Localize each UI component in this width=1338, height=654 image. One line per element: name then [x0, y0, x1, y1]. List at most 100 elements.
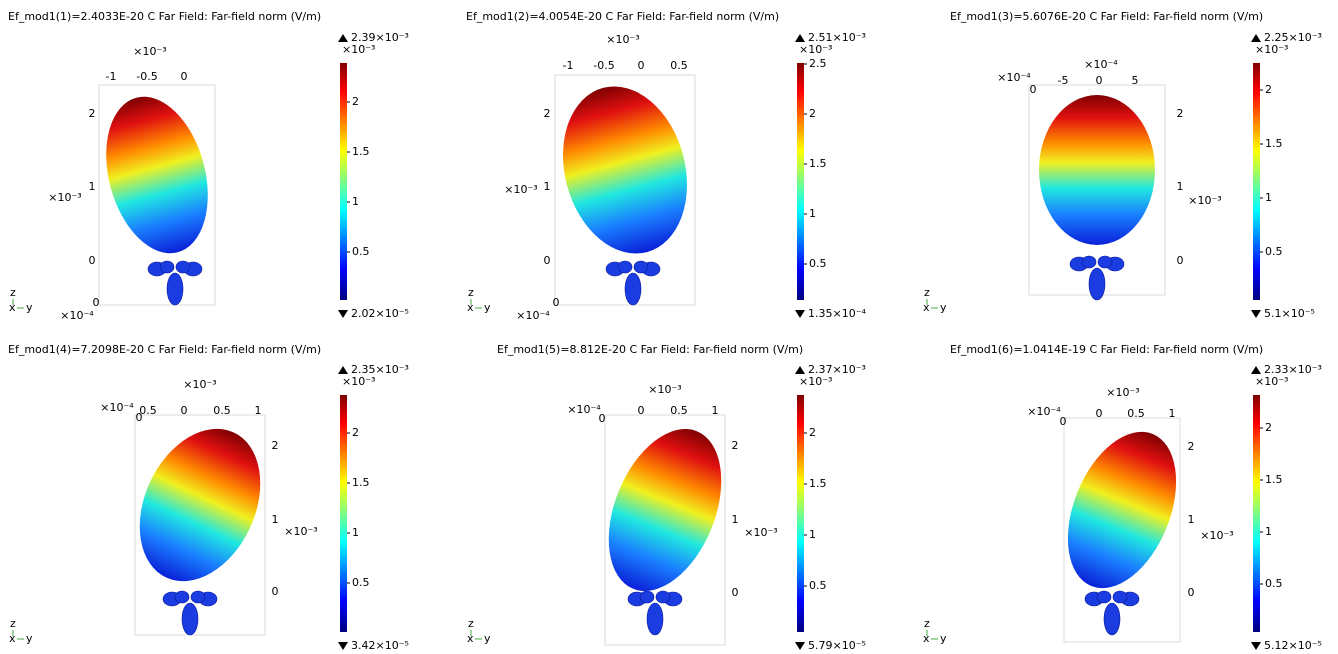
triad-x: x [9, 301, 16, 314]
far-field-surface [1039, 95, 1155, 245]
axis-label: 0 [181, 70, 188, 83]
max-marker [338, 366, 348, 374]
colorbar [1253, 395, 1260, 632]
axis-label: 0 [599, 412, 606, 425]
axis-label: 2 [89, 107, 96, 120]
axis-label: 0.5 [670, 59, 688, 72]
colorbar-max: 2.51×10⁻³ [808, 31, 866, 44]
axis-label: ×10⁻⁴ [1027, 405, 1061, 418]
axis-label: 1 [89, 180, 96, 193]
min-marker [1251, 642, 1261, 650]
colorbar [797, 395, 804, 632]
colorbar-exponent: ×10⁻³ [342, 43, 375, 56]
min-marker [795, 642, 805, 650]
axis-label: 0 [1060, 415, 1067, 428]
lobe [1097, 255, 1113, 269]
axis-label: -0.5 [593, 59, 614, 72]
axis-label: 0 [1030, 83, 1037, 96]
lobe [617, 260, 633, 274]
max-marker [795, 366, 805, 374]
triad-y: y [484, 301, 491, 314]
axis-label: ×10⁻⁴ [516, 309, 550, 322]
lobe [190, 590, 206, 604]
axis-label: 0 [1177, 254, 1184, 267]
colorbar-min: 5.1×10⁻⁵ [1264, 307, 1315, 320]
lobe [655, 590, 671, 604]
colorbar [1253, 63, 1260, 300]
lobe [181, 602, 199, 636]
axis-label: ×10⁻³ [648, 383, 681, 396]
colorbar-min: 2.02×10⁻⁵ [351, 307, 409, 320]
axis-label: 0.5 [213, 404, 231, 417]
colorbar-exponent: ×10⁻³ [342, 375, 375, 388]
colorbar-tick-label: 1 [352, 526, 359, 539]
colorbar-max: 2.39×10⁻³ [351, 31, 409, 44]
colorbar-exponent: ×10⁻³ [799, 43, 832, 56]
axis-label: 1 [255, 404, 262, 417]
axis-label: 0 [638, 404, 645, 417]
colorbar-max: 2.25×10⁻³ [1264, 31, 1322, 44]
axis-label: 1 [1169, 407, 1176, 420]
axis-label: 0.5 [1127, 407, 1145, 420]
far-field-surface [106, 96, 208, 254]
max-marker [1251, 366, 1261, 374]
colorbar-tick-label: 2 [352, 95, 359, 108]
axis-label: 2 [544, 107, 551, 120]
triad-x: x [467, 632, 474, 645]
axis-label: 0 [93, 296, 100, 309]
lobe [633, 260, 649, 274]
max-marker [1251, 34, 1261, 42]
lobes [1069, 255, 1125, 301]
far-field-surface [563, 86, 687, 254]
axis-label: 0 [272, 585, 279, 598]
axis-label: 1 [1177, 180, 1184, 193]
axis-label: ×10⁻³ [1188, 194, 1221, 207]
axis-label: ×10⁻³ [744, 526, 777, 539]
axis-label: 0 [1188, 586, 1195, 599]
triad-y: y [26, 301, 33, 314]
lobe [174, 590, 190, 604]
axis-label: -1 [563, 59, 574, 72]
axis-label: 0 [1096, 74, 1103, 87]
lobe [1112, 590, 1128, 604]
plot-panel: Ef_mod1(5)=8.812E-20 C Far Field: Far-fi… [467, 343, 866, 652]
panel-title: Ef_mod1(2)=4.0054E-20 C Far Field: Far-f… [466, 10, 779, 23]
panel-title: Ef_mod1(6)=1.0414E-19 C Far Field: Far-f… [950, 343, 1263, 356]
max-marker [795, 34, 805, 42]
axis-label: ×10⁻³ [48, 191, 81, 204]
axis-label: ×10⁻³ [606, 33, 639, 46]
axis-label: ×10⁻⁴ [997, 71, 1031, 84]
axis-label: ×10⁻³ [183, 378, 216, 391]
min-marker [338, 642, 348, 650]
triad-z: z [468, 617, 474, 630]
axis-label: 0.5 [670, 404, 688, 417]
triad-z: z [468, 286, 474, 299]
axis-label: 2 [732, 439, 739, 452]
axis-label: 0 [1096, 407, 1103, 420]
colorbar-max: 2.37×10⁻³ [808, 363, 866, 376]
colorbar-min: 5.12×10⁻⁵ [1264, 639, 1322, 652]
axis-label: ×10⁻⁴ [100, 401, 134, 414]
colorbar-tick-label: 1.5 [352, 145, 370, 158]
axis-label: 2 [1188, 440, 1195, 453]
axis-label: 0 [732, 586, 739, 599]
lobe [166, 272, 184, 306]
axis-label: -1 [106, 70, 117, 83]
colorbar-tick-label: 2 [1265, 83, 1272, 96]
triad-x: x [923, 632, 930, 645]
axis-box [554, 74, 696, 306]
panel-title: Ef_mod1(1)=2.4033E-20 C Far Field: Far-f… [8, 10, 321, 23]
lobe [1103, 602, 1121, 636]
panel-title: Ef_mod1(5)=8.812E-20 C Far Field: Far-fi… [497, 343, 803, 356]
axis-label: 0 [553, 296, 560, 309]
colorbar-tick-label: 2 [809, 107, 816, 120]
colorbar-tick-label: 0.5 [809, 579, 827, 592]
colorbar-tick-label: 1 [1265, 525, 1272, 538]
colorbar-exponent: ×10⁻³ [1255, 43, 1288, 56]
axis-label: ×10⁻³ [1106, 386, 1139, 399]
triad-y: y [26, 632, 33, 645]
colorbar-exponent: ×10⁻³ [1255, 375, 1288, 388]
axis-box [134, 414, 266, 636]
axis-label: 0 [136, 411, 143, 424]
axis-label: ×10⁻⁴ [567, 403, 601, 416]
